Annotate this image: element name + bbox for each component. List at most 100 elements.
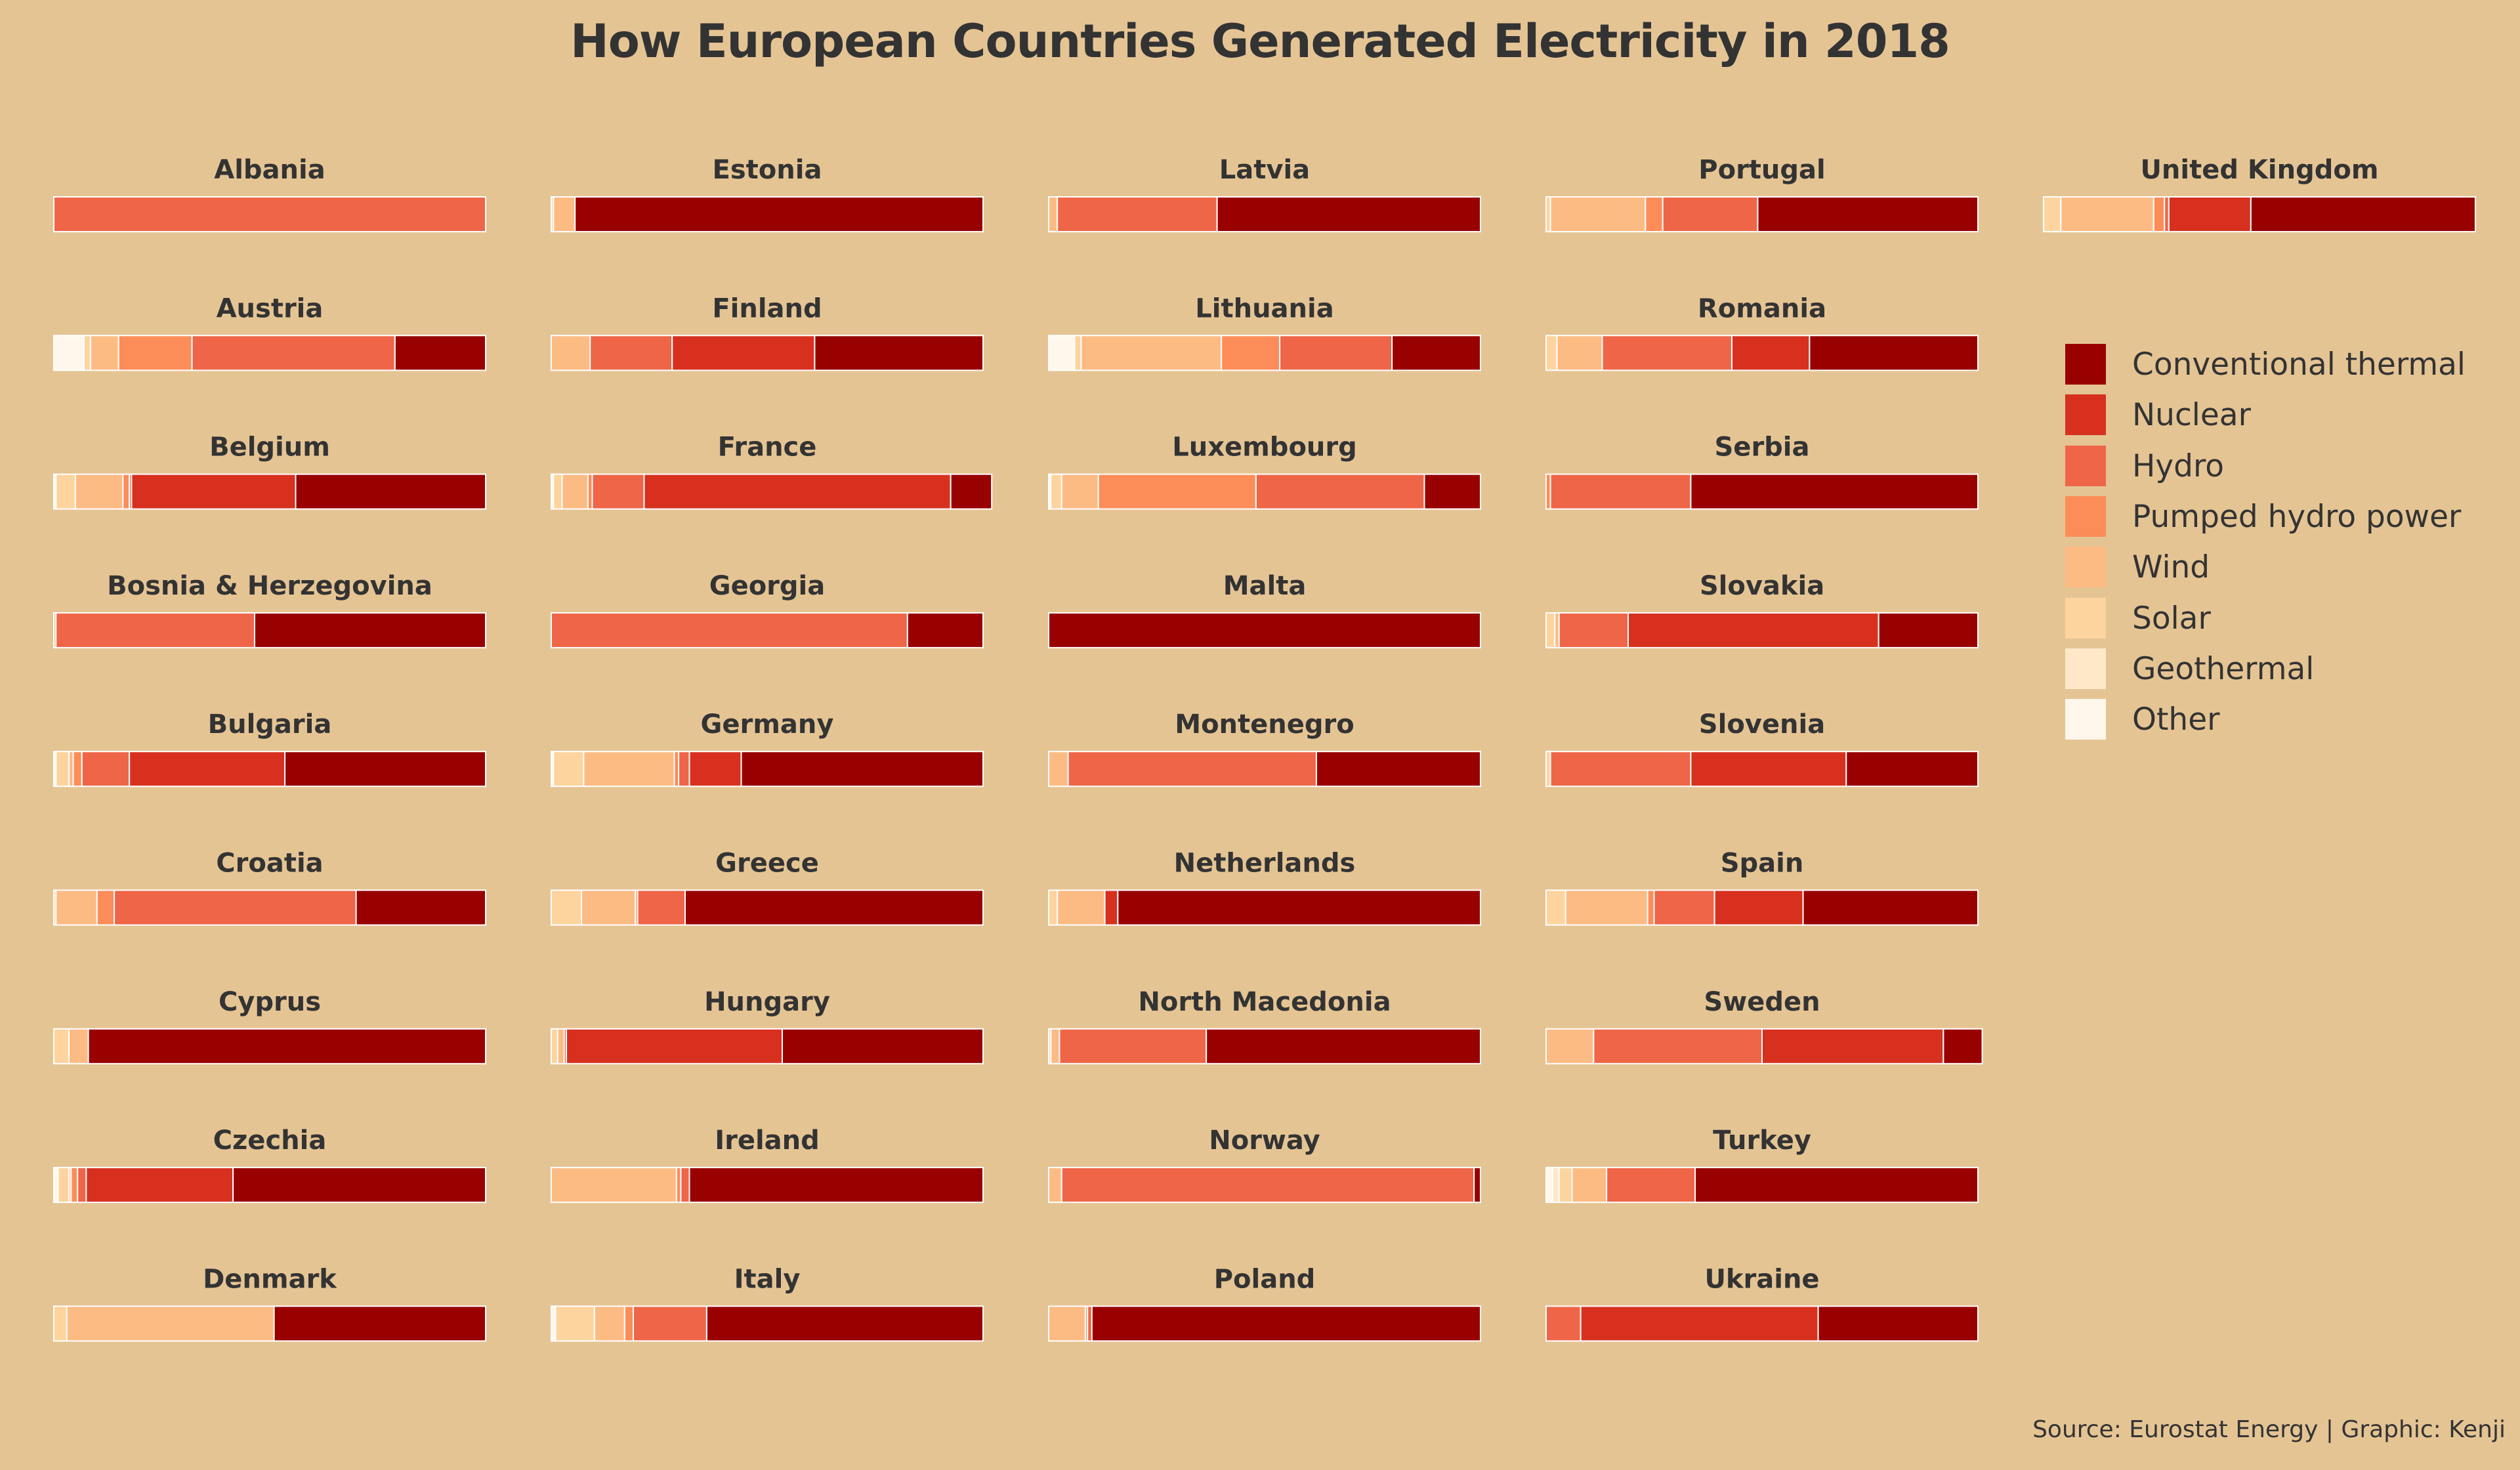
bar-segment [117,335,193,371]
bar-segment [1606,1167,1696,1204]
country-label: Belgium [209,432,330,463]
bar-segment [53,1305,68,1342]
bar-segment [129,751,286,788]
bar-segment [589,335,673,371]
country-label: Norway [1209,1125,1320,1156]
country-label: Serbia [1715,432,1810,463]
country-label: United Kingdom [2140,155,2378,185]
bar-segment [1423,473,1481,510]
country-bar [1048,473,1481,510]
country-bar [551,1305,984,1342]
bar-segment [1802,889,1979,926]
legend-label: Geothermal [2132,650,2315,687]
country-label: Latvia [1219,155,1310,185]
bar-segment [583,751,675,788]
country-bar [1545,1167,1979,1204]
bar-segment [1074,335,1082,371]
bar-segment [553,751,585,788]
country-label: Germany [701,709,834,740]
bar-segment [96,889,116,926]
country-bar [53,335,486,371]
bar-segment [253,612,486,648]
bar-segment [122,473,131,510]
bar-segment [556,1028,565,1064]
country-label: Lithuania [1195,293,1334,324]
legend-swatch [2065,394,2106,436]
country-bar [53,1028,486,1064]
bar-segment [53,196,486,232]
bar-segment [705,1305,984,1342]
bar-segment [551,889,583,926]
country-label: Greece [715,849,819,879]
country-label: Poland [1214,1264,1316,1294]
country-label: Ireland [715,1125,820,1156]
legend-label: Conventional thermal [2132,346,2466,383]
bar-segment [688,751,742,788]
bar-segment [1545,1305,1582,1342]
country-label: Bosnia & Herzegovina [107,571,432,601]
bar-segment [85,1167,234,1204]
bar-segment [551,1028,558,1064]
bar-segment [1545,335,1558,371]
country-bar [53,1167,486,1204]
country-label: Ukraine [1704,1264,1819,1294]
bar-segment [1545,889,1566,926]
legend-swatch [2065,445,2106,486]
bar-segment [55,889,98,926]
country-bar [1048,612,1481,648]
bar-segment [1545,1028,1595,1064]
bar-segment [1206,1028,1482,1064]
bar-segment [284,751,486,788]
country-label: Spain [1721,849,1804,879]
country-bar [1545,1028,1983,1064]
bar-segment [1057,196,1218,232]
country-label: Austria [217,293,324,324]
bar-segment [1048,889,1059,926]
bar-segment [1645,196,1664,232]
bar-segment [1713,889,1804,926]
bar-segment [1050,473,1062,510]
country-bar [551,1028,984,1064]
bar-segment [55,473,76,510]
bar-segment [688,1167,984,1204]
bar-segment [574,196,984,232]
bar-segment [1564,889,1648,926]
country-bar [1048,1028,1482,1064]
country-bar [1545,1305,1979,1342]
bar-segment [114,889,357,926]
legend-label: Nuclear [2132,397,2251,434]
country-label: Malta [1223,571,1307,601]
country-bar [1048,335,1482,371]
bar-segment [74,473,124,510]
bar-segment [1057,889,1106,926]
bar-segment [1080,335,1223,371]
bar-segment [83,335,91,371]
country-bar [551,1167,984,1204]
bar-segment [1549,196,1647,232]
country-label: Finland [712,293,822,324]
country-label: Luxembourg [1172,432,1357,463]
bar-segment [1556,335,1603,371]
legend-swatch [2065,597,2106,639]
legend-swatch [2065,495,2106,537]
bar-segment [566,1028,784,1064]
bar-segment [1601,335,1732,371]
bar-segment [680,1167,690,1204]
bar-segment [1048,335,1076,371]
bar-segment [1255,473,1425,510]
bar-segment [232,1167,486,1204]
bar-segment [1809,335,1979,371]
legend-label: Other [2132,702,2220,738]
country-label: Cyprus [219,987,321,1017]
bar-segment [1845,751,1979,788]
bar-segment [591,473,645,510]
bar-segment [2060,196,2154,232]
bar-segment [1048,1167,1062,1204]
bar-segment [1878,612,1979,648]
bar-segment [1473,1167,1481,1204]
bar-segment [814,335,984,371]
bar-segment [53,1028,70,1064]
bar-segment [131,473,297,510]
country-bar [53,196,486,232]
